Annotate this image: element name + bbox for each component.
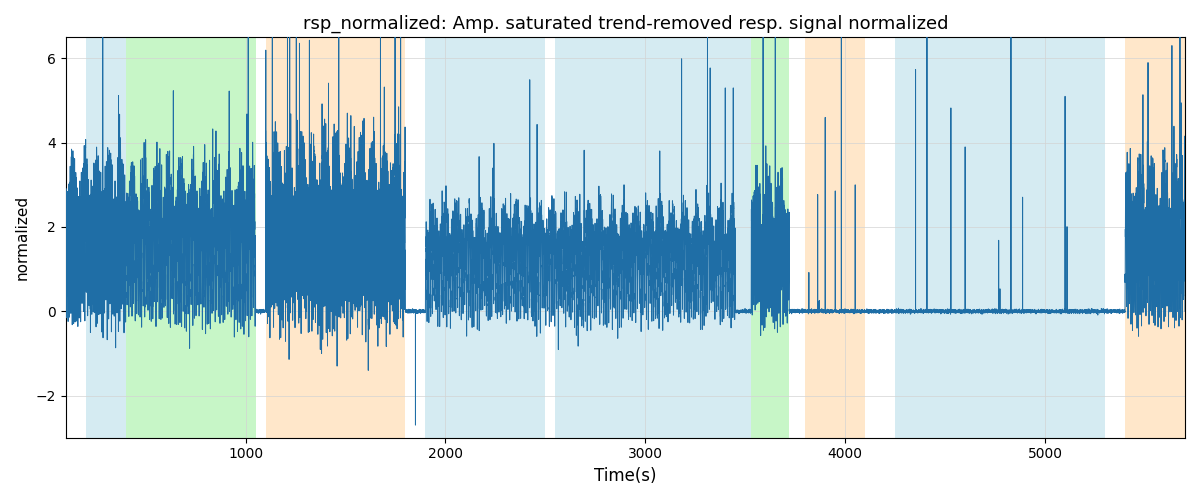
Bar bbox=[895, 38, 1105, 438]
Y-axis label: normalized: normalized bbox=[16, 195, 30, 280]
Bar bbox=[265, 38, 406, 438]
Bar bbox=[126, 38, 256, 438]
Bar bbox=[85, 38, 126, 438]
Bar bbox=[736, 38, 751, 438]
Bar bbox=[556, 38, 736, 438]
Bar bbox=[426, 38, 545, 438]
X-axis label: Time(s): Time(s) bbox=[594, 467, 656, 485]
Bar bbox=[751, 38, 790, 438]
Bar bbox=[805, 38, 865, 438]
Bar bbox=[1126, 38, 1186, 438]
Title: rsp_normalized: Amp. saturated trend-removed resp. signal normalized: rsp_normalized: Amp. saturated trend-rem… bbox=[302, 15, 948, 34]
